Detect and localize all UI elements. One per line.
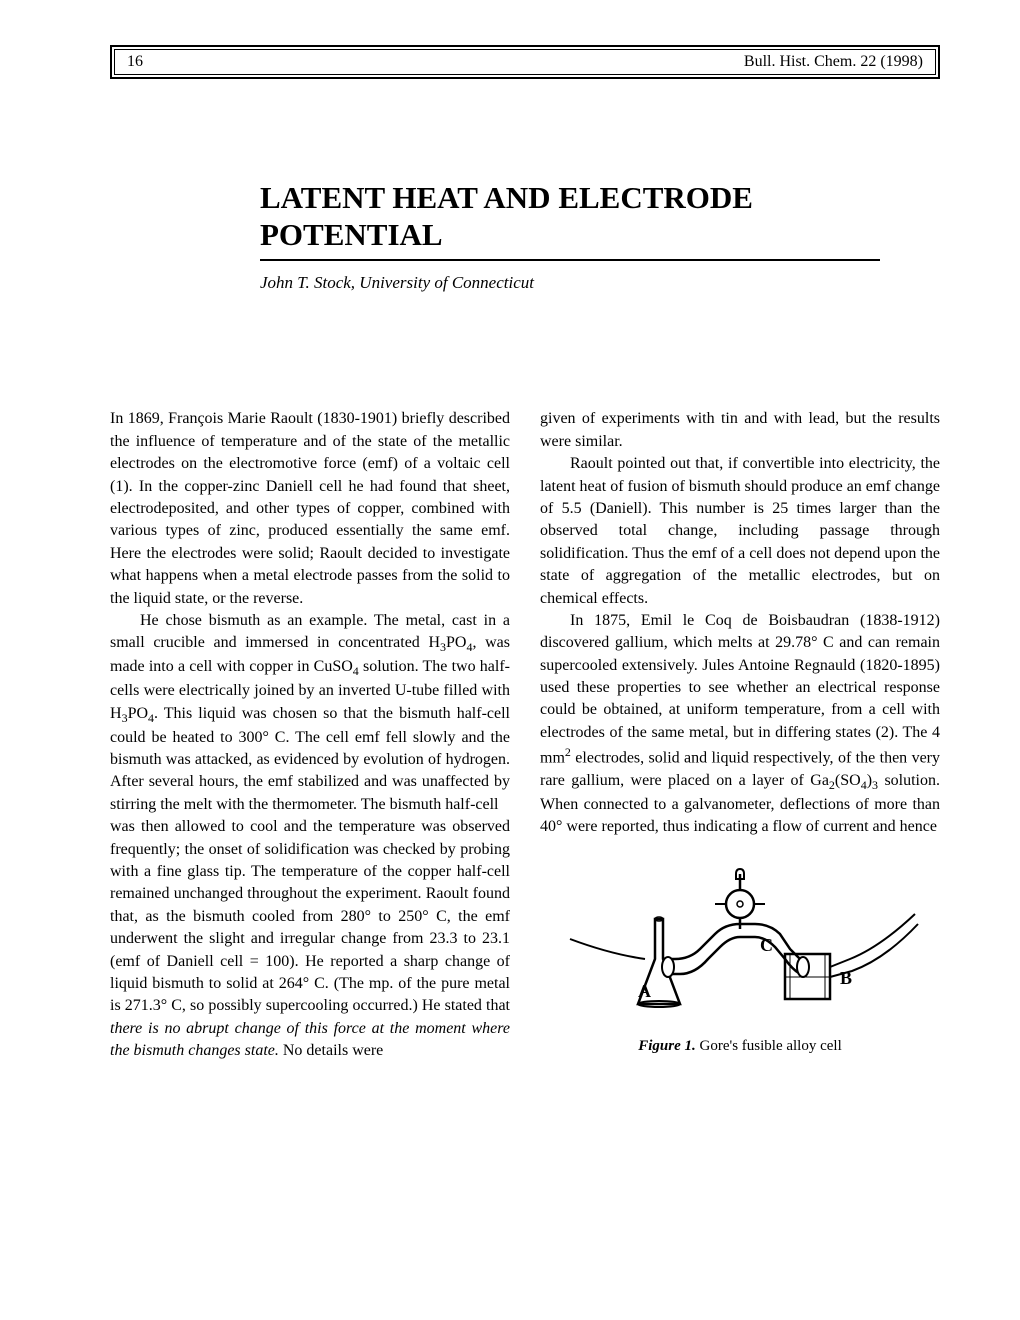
- right-para-1: given of experiments with tin and with l…: [540, 408, 940, 453]
- journal-reference: Bull. Hist. Chem. 22 (1998): [744, 53, 923, 71]
- left-para-2-cont: was then allowed to cool and the tempera…: [110, 816, 510, 1062]
- figure-diagram: A B C: [560, 859, 920, 1019]
- figure-caption: Figure 1. Gore's fusible alloy cell: [540, 1036, 940, 1057]
- header-inner: 16 Bull. Hist. Chem. 22 (1998): [114, 49, 936, 75]
- article-title: LATENT HEAT AND ELECTRODE POTENTIAL: [260, 179, 880, 253]
- left-column: In 1869, François Marie Raoult (1830-190…: [110, 408, 510, 1062]
- figure-caption-text: Gore's fusible alloy cell: [696, 1038, 842, 1054]
- figure-label-c: C: [760, 935, 773, 955]
- figure-label-a: A: [638, 981, 651, 1001]
- figure-container: A B C: [540, 859, 940, 1057]
- title-section: LATENT HEAT AND ELECTRODE POTENTIAL John…: [260, 179, 880, 293]
- figure-caption-label: Figure 1.: [638, 1038, 696, 1054]
- page-number: 16: [127, 53, 143, 71]
- content-columns: In 1869, François Marie Raoult (1830-190…: [110, 408, 940, 1062]
- right-column: given of experiments with tin and with l…: [540, 408, 940, 1062]
- title-rule: [260, 259, 880, 261]
- left-para-1: In 1869, François Marie Raoult (1830-190…: [110, 408, 510, 610]
- right-para-3: In 1875, Emil le Coq de Boisbaudran (183…: [540, 610, 940, 839]
- left-para-2: He chose bismuth as an example. The meta…: [110, 610, 510, 816]
- header-border: 16 Bull. Hist. Chem. 22 (1998): [110, 45, 940, 79]
- author-line: John T. Stock, University of Connecticut: [260, 273, 880, 293]
- right-para-2: Raoult pointed out that, if convertible …: [540, 453, 940, 610]
